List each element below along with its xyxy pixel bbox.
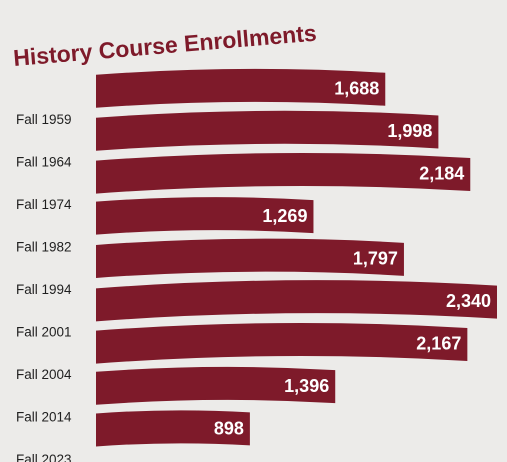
bar-value-label: 898	[214, 419, 244, 439]
category-label: Fall 2004	[16, 367, 72, 382]
bar-fall-2014	[96, 366, 336, 405]
category-label: Fall 2001	[16, 325, 72, 340]
chart-title: History Course Enrollments	[12, 20, 317, 71]
bar-fall-1964	[96, 110, 439, 151]
bar-fall-2023	[96, 410, 250, 447]
bar-fall-1974	[96, 152, 471, 194]
category-label: Fall 1959	[16, 112, 72, 127]
bar-value-label: 2,167	[416, 334, 461, 354]
bars-layer: 1,688 Fall 1959 1,998 Fall 1964 2,184 Fall 19…	[16, 68, 497, 462]
category-label: Fall 1974	[16, 197, 72, 212]
bar-value-label: 2,340	[446, 291, 491, 311]
bar-fall-1982	[96, 197, 314, 235]
bar-value-label: 1,688	[334, 79, 379, 99]
bar-value-label: 1,396	[284, 376, 329, 396]
bar-value-label: 2,184	[419, 164, 464, 184]
category-label: Fall 2014	[16, 410, 72, 425]
bar-fall-1959	[96, 68, 386, 108]
bar-value-label: 1,797	[353, 249, 398, 269]
category-label: Fall 1982	[16, 240, 72, 255]
category-label: Fall 1994	[16, 282, 72, 297]
bar-value-label: 1,998	[387, 121, 432, 141]
bar-value-label: 1,269	[262, 206, 307, 226]
bar-fall-2004	[96, 322, 468, 364]
category-label: Fall 1964	[16, 155, 72, 170]
bar-fall-2001	[96, 280, 497, 322]
category-label: Fall 2023	[16, 452, 72, 462]
bar-fall-1994	[96, 238, 404, 278]
